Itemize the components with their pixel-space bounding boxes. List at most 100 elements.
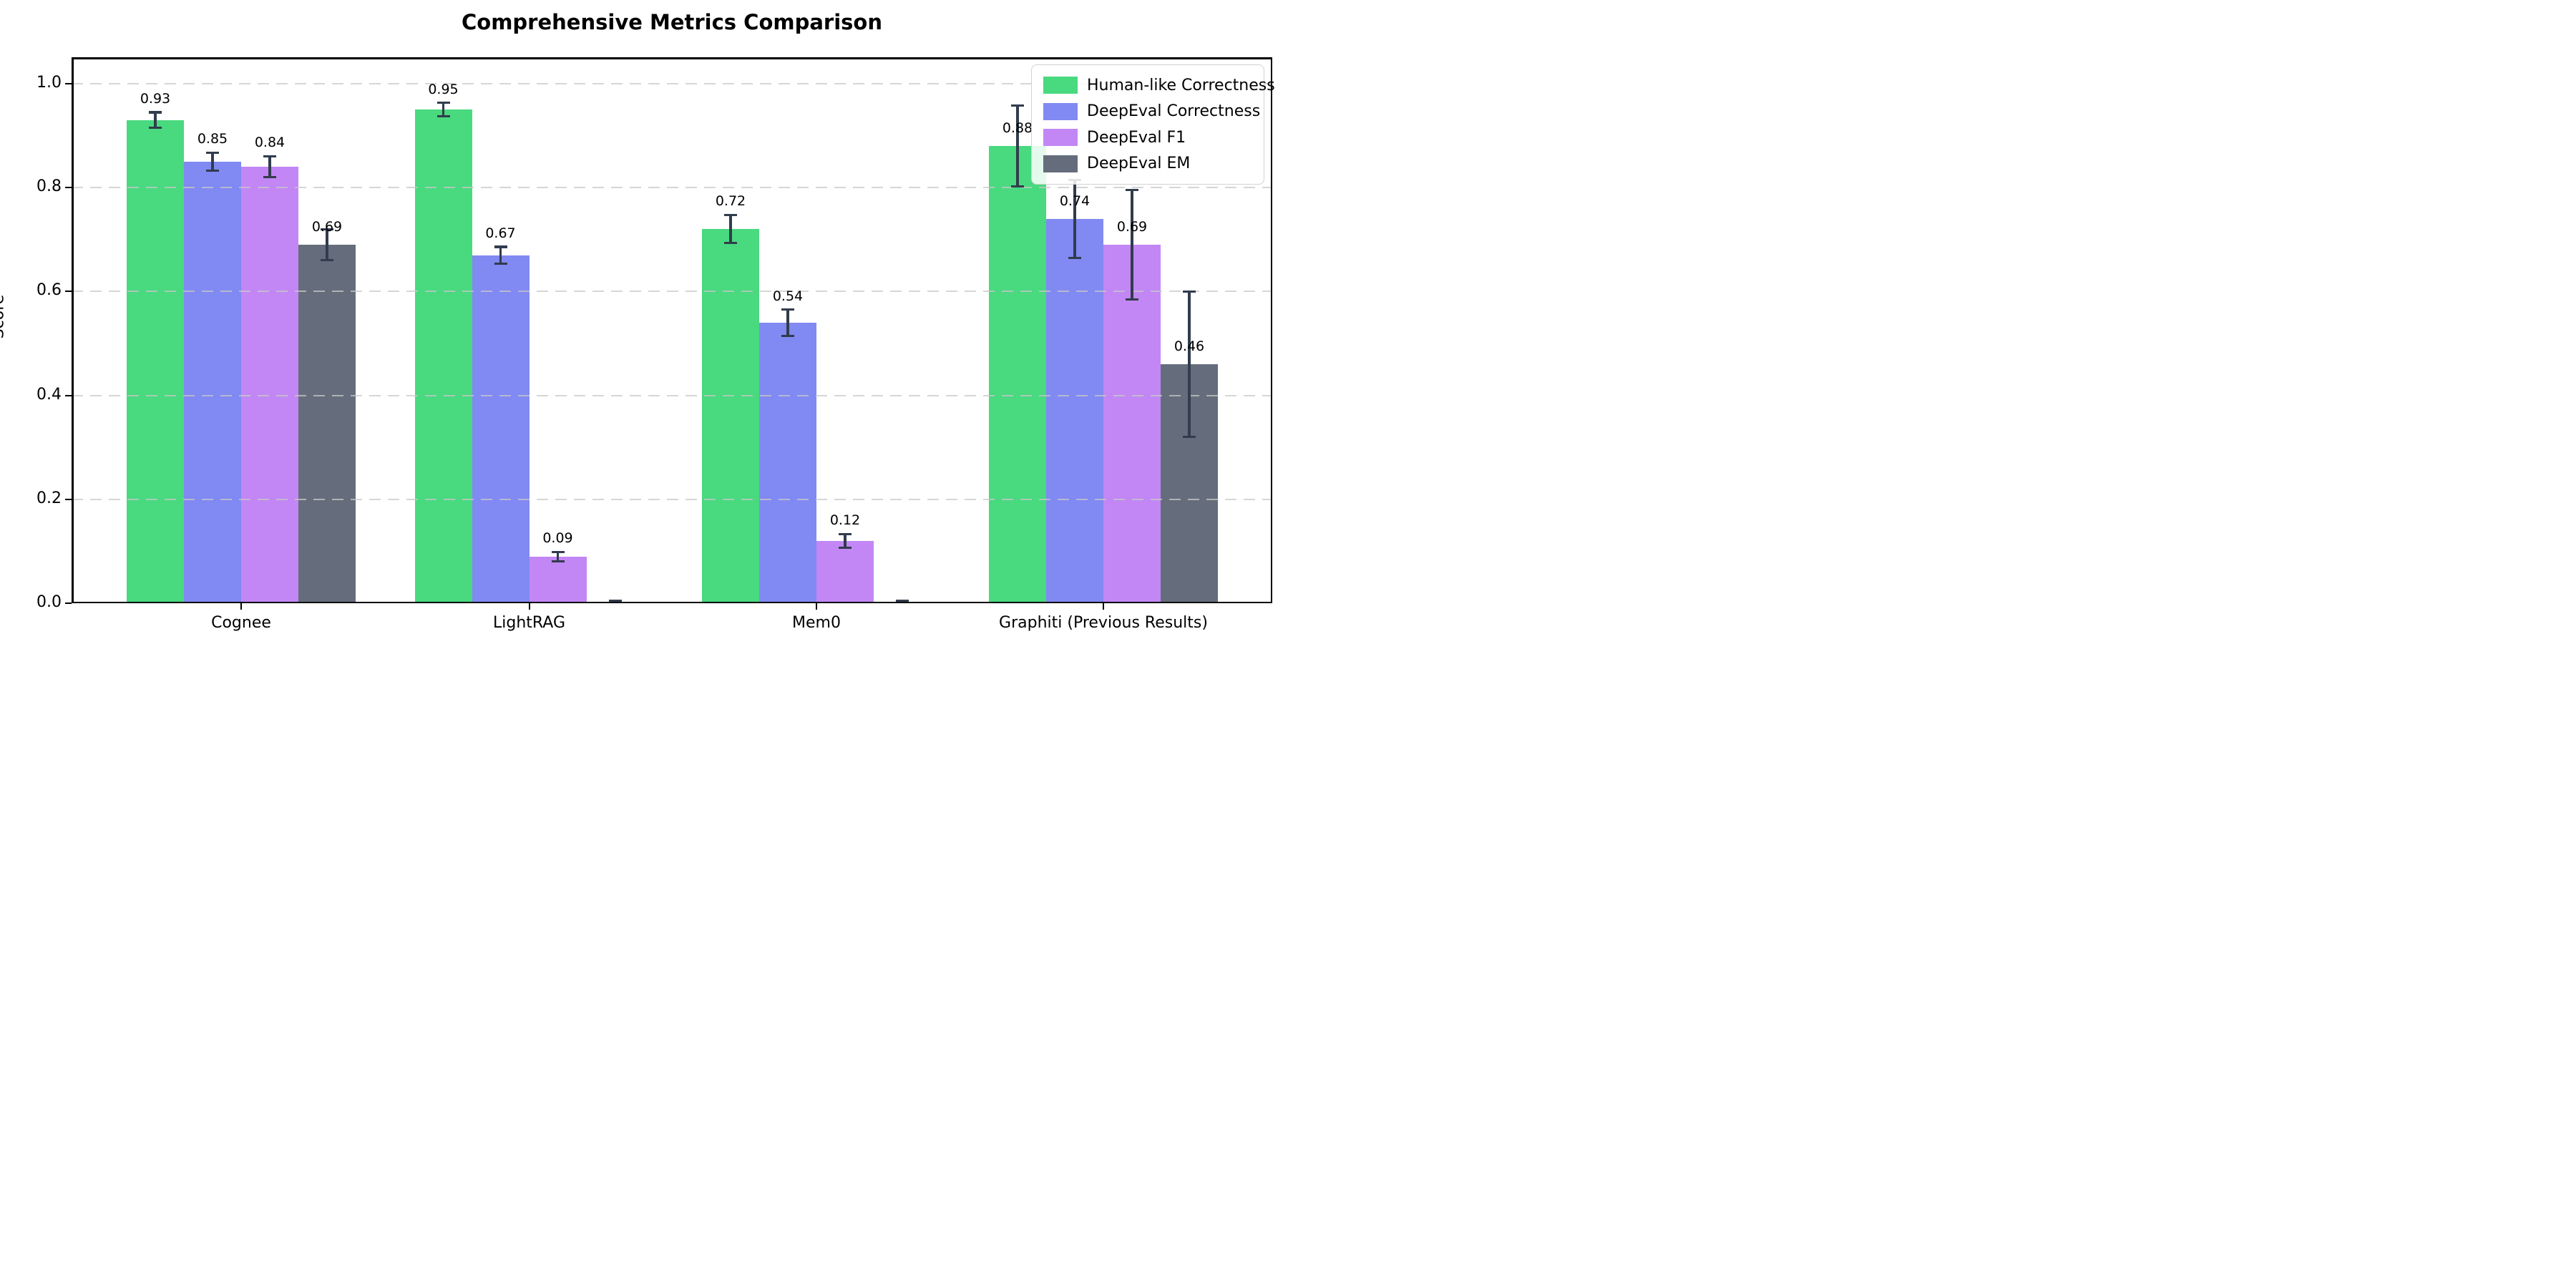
bar <box>759 322 816 603</box>
legend-item: DeepEval Correctness <box>1043 102 1260 120</box>
errorbar-cap-top <box>896 600 909 602</box>
errorbar-cap-top <box>1011 104 1024 107</box>
y-axis-tick-label: 0.4 <box>36 385 62 404</box>
errorbar-cap-top <box>608 600 622 602</box>
y-axis-tick-label: 0.0 <box>36 593 62 611</box>
legend-label: DeepEval Correctness <box>1087 102 1261 121</box>
bar <box>298 245 356 603</box>
errorbar-line <box>1131 190 1133 300</box>
legend-label: Human-like Correctness <box>1087 76 1275 94</box>
errorbar-cap-bottom <box>263 176 276 179</box>
bar-value-label: 0.54 <box>772 288 804 304</box>
bar <box>472 255 530 603</box>
errorbar-cap-bottom <box>724 242 737 245</box>
gridline <box>72 83 1272 84</box>
errorbar-cap-bottom <box>1011 185 1024 188</box>
gridline <box>72 187 1272 189</box>
bar <box>989 146 1046 603</box>
bar-value-label: 0.09 <box>542 530 573 546</box>
errorbar-cap-bottom <box>1183 436 1196 439</box>
errorbar-line <box>786 309 789 336</box>
errorbar-line <box>844 534 847 548</box>
bar <box>816 540 874 603</box>
errorbar-line <box>441 102 445 117</box>
errorbar-cap-top <box>724 214 737 217</box>
y-axis-tick-label: 1.0 <box>36 74 62 92</box>
bar-value-label: 0.93 <box>140 90 171 107</box>
errorbar-line <box>211 152 214 171</box>
errorbar-cap-bottom <box>839 546 852 549</box>
bar <box>1103 245 1161 603</box>
errorbar-cap-top <box>149 111 162 114</box>
gridline <box>72 498 1272 500</box>
legend-label: DeepEval EM <box>1087 155 1191 173</box>
errorbar-line <box>499 246 502 264</box>
errorbar-cap-top <box>206 151 219 155</box>
axis-spine-right <box>1270 57 1272 603</box>
x-axis-category-label: Mem0 <box>792 614 841 632</box>
x-axis-category-label: Graphiti (Previous Results) <box>999 614 1208 632</box>
errorbar-cap-top <box>321 228 333 230</box>
errorbar-cap-top <box>436 102 450 104</box>
y-axis-tick <box>65 394 72 396</box>
bar <box>1046 218 1103 603</box>
y-axis-tick <box>65 291 72 293</box>
legend-swatch-icon <box>1043 129 1078 147</box>
bar-value-label: 0.46 <box>1174 338 1205 354</box>
legend: Human-like Correctness DeepEval Correctn… <box>1031 64 1275 185</box>
y-axis-tick-label: 0.8 <box>36 177 62 196</box>
errorbar-cap-bottom <box>781 334 794 337</box>
errorbar-line <box>1016 105 1019 187</box>
errorbar-cap-bottom <box>436 115 450 118</box>
legend-item: DeepEval F1 <box>1043 129 1252 147</box>
legend-swatch-icon <box>1043 155 1078 172</box>
gridline <box>72 394 1272 396</box>
bar-value-label: 0.12 <box>829 512 861 529</box>
y-axis-tick <box>65 498 72 500</box>
errorbar-cap-top <box>1126 189 1138 192</box>
x-axis-category-label: Cognee <box>211 614 271 632</box>
legend-item: DeepEval EM <box>1043 155 1252 172</box>
y-axis-tick <box>65 187 72 189</box>
errorbar-cap-bottom <box>206 169 219 172</box>
errorbar-cap-bottom <box>1126 298 1138 301</box>
bar-value-label: 0.69 <box>311 218 343 235</box>
errorbar-cap-bottom <box>149 127 162 130</box>
bar-value-label: 0.69 <box>1116 218 1148 235</box>
bar-value-label: 0.74 <box>1059 192 1091 209</box>
errorbar-line <box>556 552 560 562</box>
y-axis-tick-label: 0.2 <box>36 489 62 507</box>
bar <box>529 556 587 603</box>
plot-area: 0.93 0.95 0.72 0.88 0.85 0.67 0.54 0.74 0.84 0.09… <box>72 57 1272 603</box>
errorbar-line <box>1073 180 1076 258</box>
errorbar-cap-top <box>781 308 794 311</box>
legend-swatch-icon <box>1043 102 1078 120</box>
errorbar-line <box>1188 291 1191 437</box>
bar <box>702 229 759 603</box>
legend-label: DeepEval F1 <box>1087 128 1186 147</box>
errorbar-line <box>154 112 157 128</box>
axis-spine-left <box>72 57 74 603</box>
bar <box>241 167 298 603</box>
bar <box>127 119 184 603</box>
bar-value-label: 0.72 <box>715 193 746 210</box>
x-axis-tick <box>816 603 817 610</box>
bar-value-label: 0.95 <box>428 81 459 97</box>
y-axis-tick <box>65 602 72 604</box>
bar-value-label: 0.67 <box>485 225 516 241</box>
x-axis-category-label: LightRAG <box>492 614 565 632</box>
x-axis-tick <box>528 603 530 610</box>
errorbar-line <box>729 215 732 243</box>
bar <box>184 161 241 603</box>
errorbar-cap-bottom <box>1068 256 1081 259</box>
errorbar-cap-bottom <box>494 262 507 265</box>
errorbar-cap-top <box>551 550 565 553</box>
bar <box>414 109 472 603</box>
bar-value-label: 0.85 <box>197 131 228 147</box>
axis-spine-top <box>72 57 1272 59</box>
bar-value-label: 0.88 <box>1002 120 1033 137</box>
errorbar-cap-bottom <box>551 560 565 562</box>
bar-chart-figure: Comprehensive Metrics Comparison Score 0… <box>0 0 1288 644</box>
axis-spine-bottom <box>72 601 1272 603</box>
errorbar-line <box>268 156 271 177</box>
